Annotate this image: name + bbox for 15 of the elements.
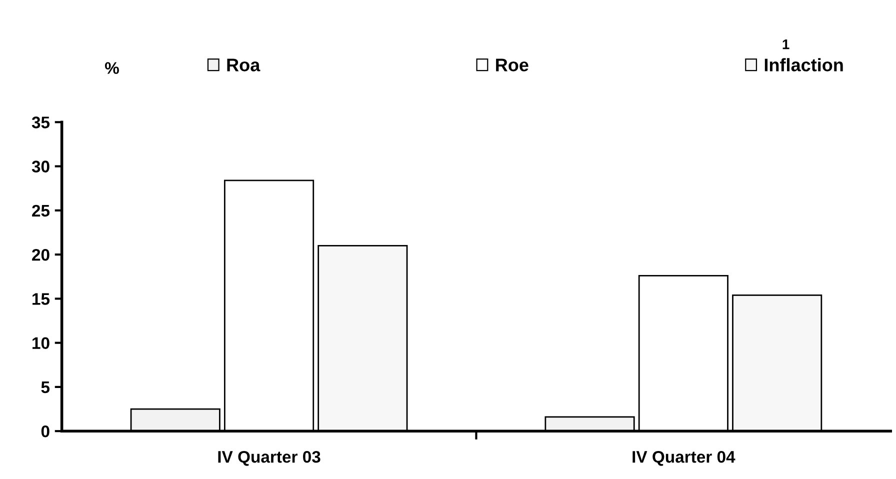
x-tick-label: IV Quarter 04 [632,450,736,466]
y-tick-label: 10 [32,337,50,350]
y-tick-label: 0 [41,426,50,438]
legend-label: Inflaction [764,58,843,72]
y-tick-label: 15 [32,293,50,305]
text: 1 [782,40,790,50]
y-tick-label: 25 [32,204,50,217]
y-tick-label: 30 [32,160,50,173]
y-tick-label: 5 [41,382,50,394]
x-tick-label: IV Quarter 03 [218,450,320,466]
y-tick-label: 35 [32,116,50,128]
legend-label: Roa [227,58,260,72]
text: % [105,62,119,74]
legend-label: Roe [496,58,528,72]
y-tick-label: 20 [32,248,50,261]
